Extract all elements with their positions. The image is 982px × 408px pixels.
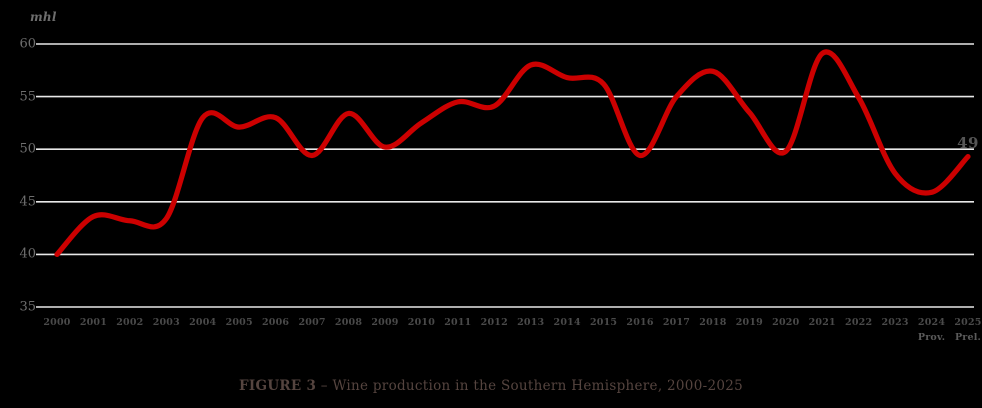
figure-number: FIGURE 3 — [238, 378, 317, 394]
x-tick-2019: 2019 — [723, 316, 775, 331]
caption-separator: – — [316, 378, 333, 394]
x-tick-year: 2011 — [444, 317, 472, 328]
x-tick-year: 2001 — [79, 317, 108, 328]
x-tick-2018: 2018 — [687, 316, 739, 331]
x-tick-2006: 2006 — [250, 316, 302, 331]
x-tick-2005: 2005 — [213, 316, 265, 331]
y-axis-unit-label: mhl — [30, 10, 57, 24]
x-tick-2002: 2002 — [104, 316, 156, 331]
x-tick-2016: 2016 — [614, 316, 666, 331]
x-tick-year: 2007 — [298, 317, 326, 328]
x-tick-2023: 2023 — [869, 316, 921, 331]
x-tick-2021: 2021 — [796, 316, 848, 331]
x-tick-2020: 2020 — [760, 316, 812, 331]
x-tick-year: 2024 — [917, 317, 946, 328]
y-tick-40: 40 — [19, 246, 36, 262]
series-line-0 — [54, 49, 971, 257]
x-tick-year: 2014 — [553, 317, 581, 328]
x-tick-2008: 2008 — [323, 316, 375, 331]
y-tick-60: 60 — [19, 36, 36, 52]
x-tick-year: 2022 — [845, 317, 873, 328]
x-tick-2025: 2025 Prel. — [942, 316, 982, 345]
value-label-2025: 49 — [957, 133, 979, 152]
x-tick-year: 2000 — [43, 317, 71, 328]
x-tick-2024: 2024 Prov. — [906, 316, 958, 345]
y-tick-45: 45 — [19, 194, 36, 210]
chart-svg — [36, 43, 974, 308]
x-tick-2014: 2014 — [541, 316, 593, 331]
x-tick-2011: 2011 — [432, 316, 484, 331]
x-tick-year: 2009 — [371, 317, 399, 328]
figure-caption: FIGURE 3 – Wine production in the Southe… — [0, 378, 982, 394]
x-tick-2000: 2000 — [31, 316, 83, 331]
plot-area: mhl 60 55 50 45 40 35 2000 2001 2002 2003 20… — [19, 10, 982, 345]
x-tick-year: 2015 — [589, 317, 618, 328]
x-tick-year: 2017 — [662, 317, 691, 328]
x-tick-year: 2005 — [225, 317, 253, 328]
x-tick-year: 2008 — [334, 317, 363, 328]
x-tick-year: 2023 — [881, 317, 909, 328]
x-tick-2003: 2003 — [140, 316, 192, 331]
x-tick-year: 2019 — [735, 317, 763, 328]
gridlines-group — [36, 43, 974, 308]
x-tick-year: 2025 — [954, 317, 982, 328]
x-tick-year: 2018 — [699, 317, 727, 328]
x-tick-2007: 2007 — [286, 316, 338, 331]
series-group — [54, 49, 971, 257]
x-tick-2001: 2001 — [67, 316, 119, 331]
x-tick-note: Prel. — [954, 331, 982, 343]
x-tick-2015: 2015 — [578, 316, 630, 331]
y-tick-35: 35 — [19, 299, 36, 315]
x-tick-2010: 2010 — [395, 316, 447, 331]
x-tick-year: 2021 — [808, 317, 836, 328]
x-tick-2022: 2022 — [833, 316, 885, 331]
x-tick-year: 2020 — [772, 317, 800, 328]
x-tick-year: 2002 — [116, 317, 144, 328]
x-tick-year: 2003 — [152, 317, 180, 328]
x-tick-year: 2006 — [262, 317, 290, 328]
y-tick-50: 50 — [19, 141, 36, 157]
x-tick-year: 2013 — [517, 317, 545, 328]
x-tick-year: 2004 — [189, 317, 217, 328]
x-tick-year: 2010 — [407, 317, 436, 328]
x-tick-2013: 2013 — [505, 316, 557, 331]
x-tick-2009: 2009 — [359, 316, 411, 331]
y-tick-55: 55 — [19, 89, 36, 105]
caption-text: Wine production in the Southern Hemisphe… — [332, 378, 744, 394]
x-tick-year: 2016 — [626, 317, 654, 328]
x-tick-year: 2012 — [480, 317, 508, 328]
x-tick-note: Prov. — [917, 331, 946, 343]
x-tick-2004: 2004 — [177, 316, 229, 331]
x-tick-2017: 2017 — [650, 316, 702, 331]
x-tick-2012: 2012 — [468, 316, 520, 331]
